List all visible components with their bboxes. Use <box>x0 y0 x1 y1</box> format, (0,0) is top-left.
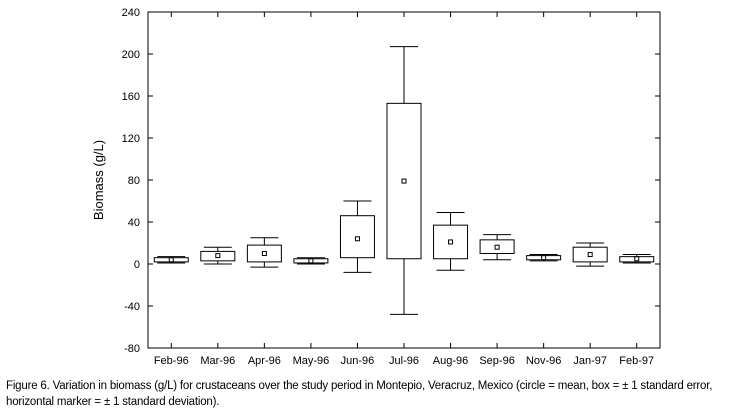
x-tick-label: Feb-97 <box>619 355 654 367</box>
mean-marker <box>354 236 360 242</box>
y-tick-label: 240 <box>122 7 140 19</box>
x-tick-label: Nov-96 <box>526 355 561 367</box>
mean-marker <box>401 178 407 184</box>
box-jul-96 <box>386 46 422 315</box>
plot-marks <box>153 46 655 315</box>
box-mar-96 <box>200 246 236 265</box>
box-jun-96 <box>339 200 375 273</box>
x-tick-label: May-96 <box>293 355 330 367</box>
mean-marker <box>634 256 640 262</box>
box-jan-97 <box>572 242 608 267</box>
y-axis-label: Biomass (g/L) <box>91 140 106 220</box>
mean-marker <box>261 251 267 256</box>
box-may-96 <box>293 257 329 265</box>
x-tick-label: Jun-96 <box>341 355 375 367</box>
y-tick-label: 160 <box>122 91 140 103</box>
box-aug-96 <box>433 212 469 271</box>
y-tick-label: 120 <box>122 133 140 145</box>
box-sep-96 <box>479 234 515 261</box>
biomass-box-chart: -80 -40 0 40 80 120 160 200 240 Feb-96 Mar-96 Apr-… <box>91 7 661 367</box>
x-axis: Feb-96 Mar-96 Apr-96 May-96 Jun-96 Jul-96 Aug-… <box>154 12 654 367</box>
figure-caption: Figure 6. Variation in biomass (g/L) for… <box>6 380 713 408</box>
y-axis: -80 -40 0 40 80 120 160 200 240 <box>122 7 660 355</box>
mean-marker <box>541 255 547 261</box>
se-box <box>386 102 422 260</box>
y-tick-label: 40 <box>128 217 140 229</box>
box-apr-96 <box>246 237 282 268</box>
x-tick-label: Jan-97 <box>573 355 607 367</box>
mean-marker <box>494 244 500 250</box>
y-tick-label: 80 <box>128 175 140 187</box>
mean-marker <box>448 239 454 245</box>
y-tick-label: 200 <box>122 49 140 61</box>
x-tick-label: Feb-96 <box>154 355 189 367</box>
y-tick-label: 0 <box>134 259 140 271</box>
mean-marker <box>215 253 221 259</box>
x-tick-label: Mar-96 <box>200 355 235 367</box>
box-feb-96 <box>153 256 189 264</box>
x-tick-label: Apr-96 <box>248 355 281 367</box>
box-feb-97 <box>619 254 655 264</box>
mean-marker <box>308 258 314 264</box>
box-nov-96 <box>526 254 562 262</box>
y-tick-label: -80 <box>124 343 140 355</box>
mean-marker <box>168 257 174 263</box>
x-tick-label: Sep-96 <box>479 355 514 367</box>
x-tick-label: Aug-96 <box>433 355 468 367</box>
mean-marker <box>587 252 593 258</box>
y-tick-label: -40 <box>124 301 140 313</box>
x-tick-label: Jul-96 <box>389 355 419 367</box>
